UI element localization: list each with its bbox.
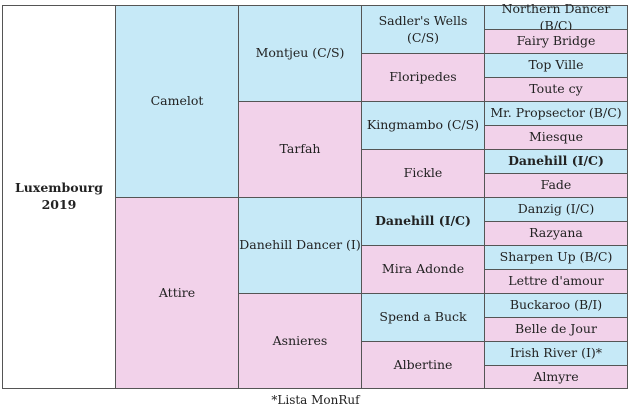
gen4-name: Mr. Propsector (B/C) [490, 105, 622, 121]
gen3-cell: Fickle [362, 150, 485, 198]
sire-name: Camelot [150, 93, 204, 109]
gen4-cell: Lettre d'amour [485, 270, 627, 294]
gen4-cell: Razyana [485, 222, 627, 246]
gen3-cell: Albertine [362, 342, 485, 388]
gen2-cell: Asnieres [239, 294, 362, 388]
gen3-name: Floripedes [389, 69, 457, 85]
gen4-cell: Buckaroo (B/I) [485, 294, 627, 318]
gen4-name: Razyana [529, 225, 583, 241]
gen4-name: Buckaroo (B/I) [509, 297, 603, 313]
gen4-name: Toute cy [529, 81, 583, 97]
dam-name: Attire [158, 284, 196, 300]
gen3-name: Fickle [403, 165, 443, 181]
gen4-cell: Mr. Propsector (B/C) [485, 102, 627, 126]
gen3-cell: Floripedes [362, 54, 485, 102]
gen3-cell: Mira Adonde [362, 246, 485, 294]
gen3-name: Danehill (I/C) [375, 213, 471, 229]
pedigree-table: Luxembourg 2019 Camelot Attire Montjeu (… [2, 1, 628, 389]
gen4-cell: Toute cy [485, 78, 627, 102]
gen2-cell: Tarfah [239, 102, 362, 198]
gen3-name: Albertine [393, 356, 453, 372]
gen4-name: Danehill (I/C) [508, 153, 604, 169]
dam-cell: Attire [116, 198, 239, 388]
gen3-name: Mira Adonde [381, 261, 465, 277]
gen2-name: Montjeu (C/S) [255, 45, 345, 61]
gen3-cell: Sadler's Wells (C/S) [362, 6, 485, 54]
gen4-name: Danzig (I/C) [517, 201, 595, 217]
footnote: *Lista MonRuf [271, 393, 360, 407]
gen2-name: Danehill Dancer (I) [239, 237, 361, 253]
gen4-cell: Belle de Jour [485, 318, 627, 342]
gen3-name: Sadler's Wells (C/S) [378, 12, 468, 45]
subject-horse: Luxembourg 2019 [3, 6, 116, 388]
gen4-cell: Sharpen Up (B/C) [485, 246, 627, 270]
gen4-name: Almyre [533, 368, 579, 384]
gen4-cell: Fairy Bridge [485, 30, 627, 54]
gen4-name: Irish River (I)* [509, 345, 603, 361]
gen4-cell: Fade [485, 174, 627, 198]
gen3-cell: Kingmambo (C/S) [362, 102, 485, 150]
gen2-cell: Danehill Dancer (I) [239, 198, 362, 294]
gen3-name: Kingmambo (C/S) [366, 117, 480, 133]
gen4-cell: Danehill (I/C) [485, 150, 627, 174]
gen4-name: Fade [540, 177, 572, 193]
gen4-cell: Danzig (I/C) [485, 198, 627, 222]
gen4-name: Fairy Bridge [516, 33, 596, 49]
subject-year: 2019 [41, 197, 77, 212]
gen2-name: Asnieres [272, 332, 328, 348]
gen4-name: Northern Dancer (B/C) [501, 0, 611, 33]
gen4-cell: Top Ville [485, 54, 627, 78]
sire-cell: Camelot [116, 6, 239, 198]
gen4-name: Top Ville [528, 57, 584, 73]
gen4-cell: Almyre [485, 366, 627, 388]
gen3-name: Spend a Buck [379, 309, 467, 325]
gen4-name: Belle de Jour [515, 321, 597, 337]
gen4-cell: Irish River (I)* [485, 342, 627, 366]
gen2-cell: Montjeu (C/S) [239, 6, 362, 102]
gen2-name: Tarfah [279, 141, 321, 157]
gen3-cell: Danehill (I/C) [362, 198, 485, 246]
gen3-cell: Spend a Buck [362, 294, 485, 342]
gen4-cell: Northern Dancer (B/C) [485, 1, 627, 33]
gen4-name: Sharpen Up (B/C) [499, 249, 613, 265]
gen4-name: Miesque [528, 129, 584, 145]
gen4-cell: Miesque [485, 126, 627, 150]
gen4-name: Lettre d'amour [508, 273, 604, 289]
subject-name: Luxembourg [14, 180, 103, 196]
